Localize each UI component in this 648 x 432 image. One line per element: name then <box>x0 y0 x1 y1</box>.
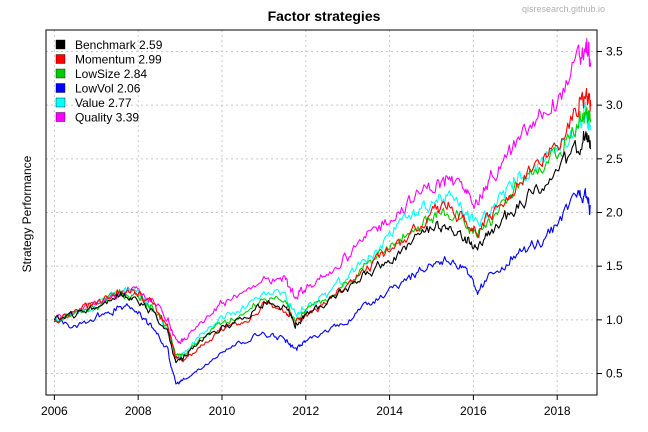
watermark-text: qisresearch.github.io <box>522 4 605 14</box>
legend-label-quality: Quality 3.39 <box>75 111 139 125</box>
series-line-lowvol <box>53 188 592 385</box>
legend-swatch-value <box>55 97 66 108</box>
y-axis: 0.5 1.0 1.5 2.0 2.5 3.0 3.5 <box>597 44 623 381</box>
y-tick-label: 3.0 <box>606 98 623 112</box>
series-line-quality <box>54 38 592 345</box>
y-tick-label: 3.5 <box>606 44 623 58</box>
series-line-benchmark <box>53 130 592 364</box>
chart-title: Factor strategies <box>268 8 381 24</box>
x-tick-label: 2016 <box>460 404 487 418</box>
series-line-momentum <box>54 87 592 363</box>
legend-label-benchmark: Benchmark 2.59 <box>75 38 163 52</box>
x-tick-label: 2006 <box>41 404 68 418</box>
legend-swatch-lowvol <box>55 83 66 93</box>
legend-swatch-quality <box>55 112 66 122</box>
series-line-value <box>53 101 591 360</box>
y-tick-label: 1.0 <box>606 313 623 327</box>
legend-swatch-benchmark <box>55 39 66 50</box>
legend-swatch-lowsize <box>55 68 66 79</box>
x-tick-label: 2010 <box>209 404 236 418</box>
series-lines <box>53 38 592 385</box>
legend-label-momentum: Momentum 2.99 <box>75 53 162 67</box>
legend-label-lowsize: LowSize 2.84 <box>75 67 147 81</box>
x-axis: 2006 2008 2010 2012 2014 2016 2018 <box>41 395 571 418</box>
grid <box>46 30 597 395</box>
y-tick-label: 2.5 <box>606 152 623 166</box>
x-tick-label: 2014 <box>376 404 403 418</box>
legend-swatch-momentum <box>55 54 66 64</box>
legend-label-lowvol: LowVol 2.06 <box>75 82 141 96</box>
y-axis-label: Strategy Performance <box>20 155 34 272</box>
legend-label-value: Value 2.77 <box>75 96 132 110</box>
x-tick-label: 2012 <box>292 404 319 418</box>
x-tick-label: 2008 <box>125 404 152 418</box>
x-tick-label: 2018 <box>544 404 571 418</box>
y-tick-label: 1.5 <box>606 259 623 273</box>
y-tick-label: 0.5 <box>606 367 623 381</box>
series-line-lowsize <box>54 106 592 358</box>
y-tick-label: 2.0 <box>606 206 623 220</box>
